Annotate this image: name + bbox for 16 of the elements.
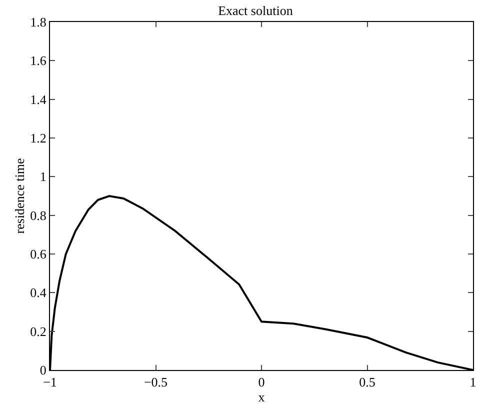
x-axis-title: x	[258, 390, 266, 405]
y-tick-label: 0.2	[30, 324, 46, 339]
y-tick-label: 0.6	[30, 246, 47, 262]
x-tick-label: 1	[470, 374, 476, 390]
y-tick-label: 1.6	[30, 53, 47, 68]
y-tick-label: 1.4	[30, 92, 47, 107]
y-tick-label: 1.8	[30, 14, 46, 30]
x-tick-label: 0.5	[359, 374, 376, 390]
x-tick-label: 0	[258, 374, 265, 390]
y-tick-label: 0.8	[30, 208, 46, 223]
chart-title: Exact solution	[218, 3, 294, 18]
x-tick-label: −0.5	[144, 374, 168, 390]
y-tick-label: 1	[40, 169, 46, 184]
y-tick-label: 0.4	[30, 285, 47, 300]
y-axis-title: residence time	[12, 158, 28, 234]
y-tick-label: 1.2	[30, 130, 46, 146]
